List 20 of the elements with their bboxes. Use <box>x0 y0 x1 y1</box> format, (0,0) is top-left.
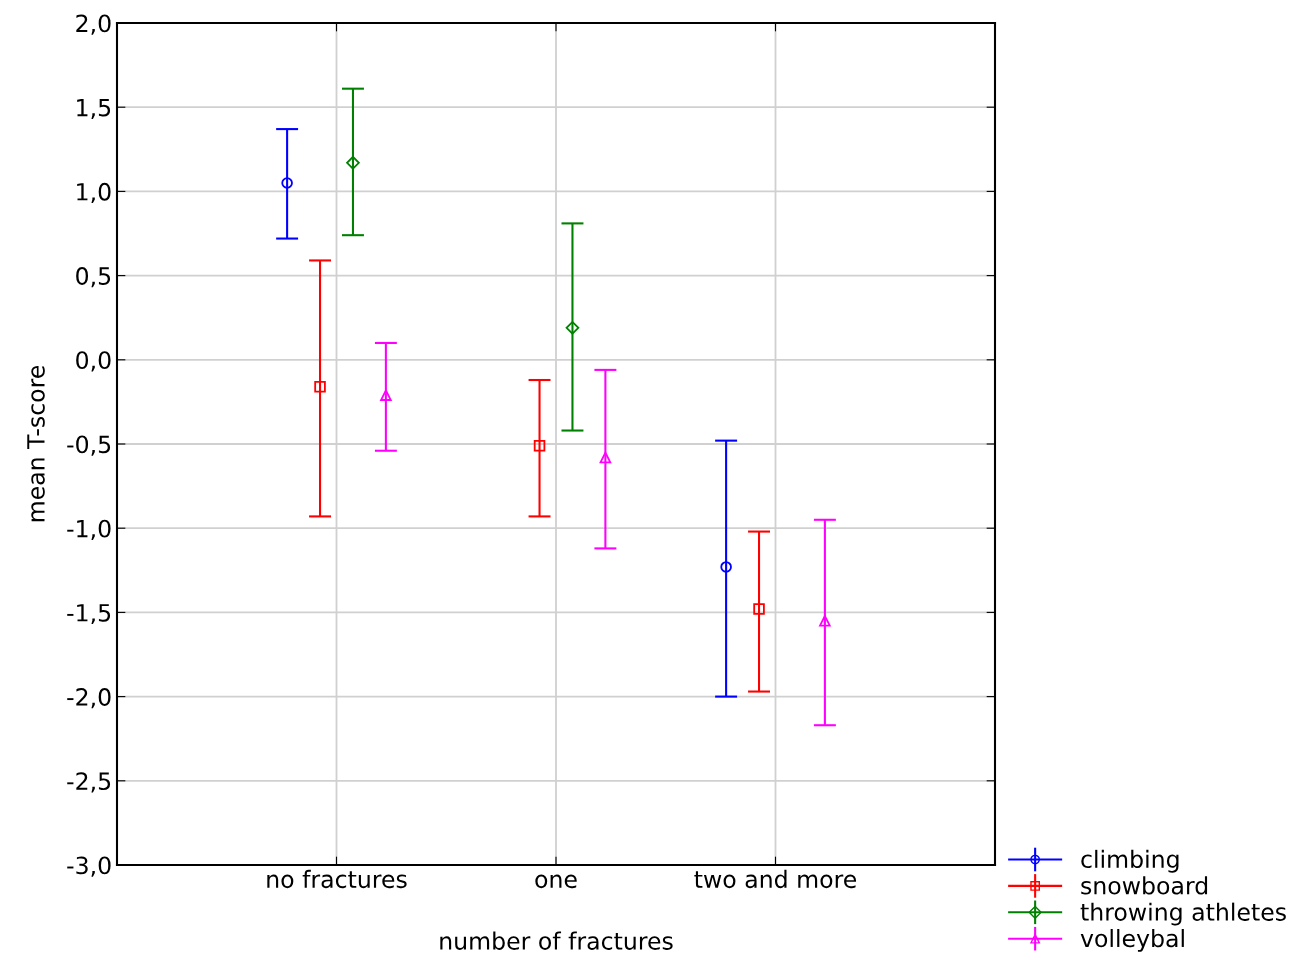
y-tick-label: 2,0 <box>76 14 111 35</box>
x-axis-title: number of fractures <box>440 931 673 950</box>
y-tick-label: -3,0 <box>67 856 111 877</box>
x-tick-label: one <box>535 874 577 889</box>
y-tick-label: -1,5 <box>67 604 111 625</box>
y-tick-label: -2,5 <box>67 772 111 793</box>
legend-label: volleybal <box>1080 929 1184 952</box>
y-tick-label: 0,0 <box>76 351 111 372</box>
legend-label: climbing <box>1081 849 1179 873</box>
x-tick-label: two and more <box>694 869 857 889</box>
y-tick-label: 0,5 <box>76 267 111 288</box>
y-axis-title: mean T-score <box>27 365 45 522</box>
legend-label: throwing athletes <box>1080 902 1286 926</box>
y-tick-label: 1,5 <box>77 98 111 119</box>
x-tick-label: no fractures <box>267 869 407 889</box>
y-tick-label: -0,5 <box>67 435 111 456</box>
y-tick-label: -2,0 <box>67 688 111 709</box>
legend-label: snowboard <box>1081 876 1208 895</box>
y-tick-label: 1,0 <box>77 182 111 204</box>
y-tick-label: -1,0 <box>67 519 111 540</box>
